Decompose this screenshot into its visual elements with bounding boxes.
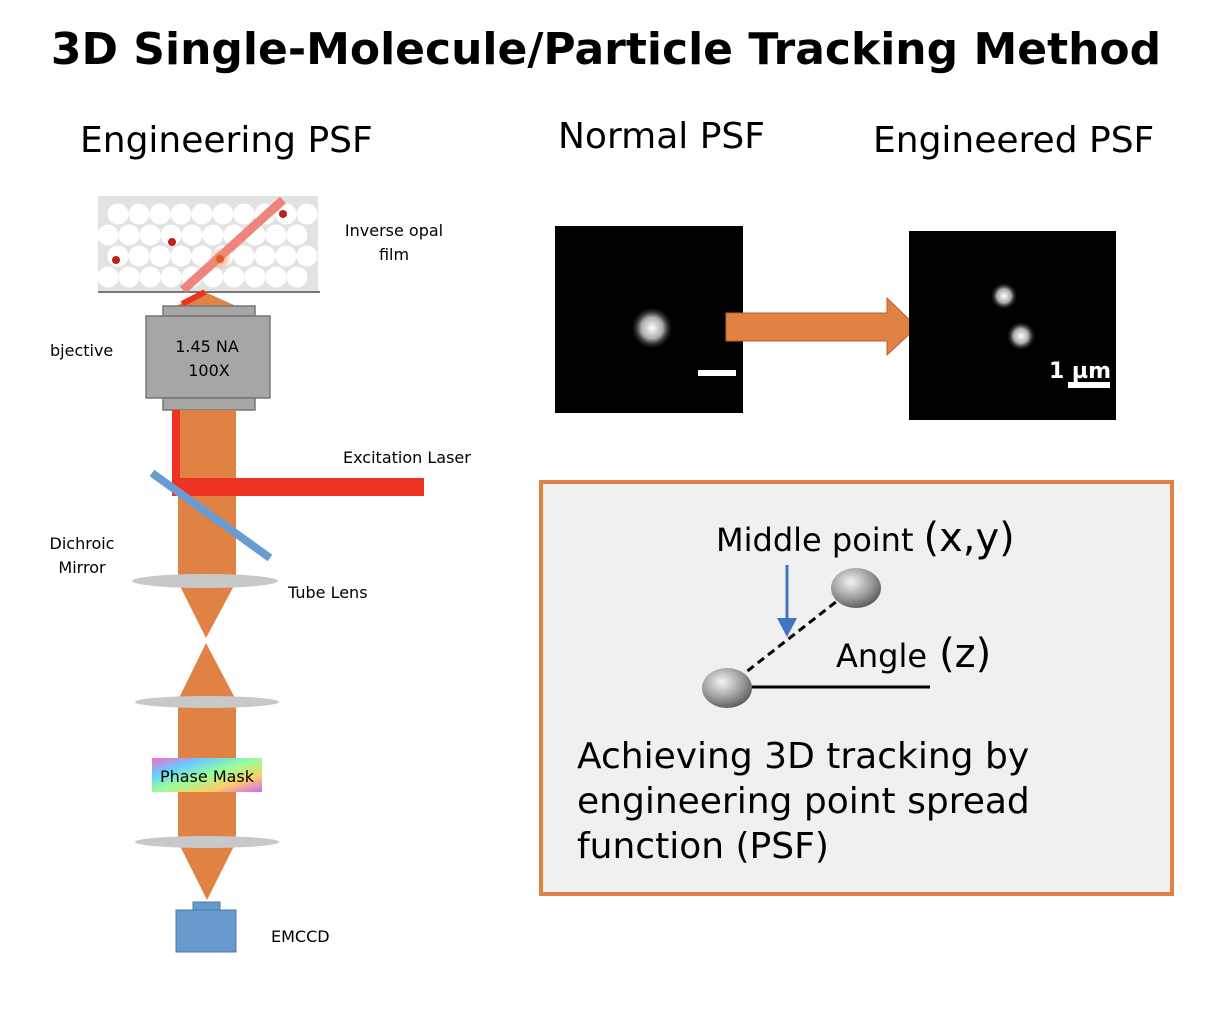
- opal-pore: [118, 224, 140, 246]
- phase-mask: [152, 758, 262, 792]
- engineered-psf-image: [909, 231, 1116, 420]
- objective-na: 1.45 NA: [175, 337, 239, 356]
- opal-pore: [97, 266, 119, 288]
- opal-pore: [97, 224, 119, 246]
- main-title: 3D Single-Molecule/Particle Tracking Met…: [51, 24, 1161, 75]
- opal-pore: [139, 266, 161, 288]
- opal-pore: [170, 245, 192, 267]
- focus-cone-1: [178, 582, 236, 638]
- opal-pore: [181, 224, 203, 246]
- engineering-psf-heading: Engineering PSF: [80, 120, 373, 161]
- opal-pore: [233, 203, 255, 225]
- sphere-bottom: [702, 668, 752, 708]
- opal-pore: [160, 266, 182, 288]
- opal-pore: [191, 245, 213, 267]
- opal-pore: [286, 224, 308, 246]
- opal-pore: [107, 203, 129, 225]
- caption-line-3: function (PSF): [577, 826, 829, 867]
- film-label: Inverse opal: [345, 221, 443, 240]
- opal-pore: [233, 245, 255, 267]
- opal-pore: [296, 245, 318, 267]
- opal-pore: [212, 203, 234, 225]
- tube-lens-label: Tube Lens: [287, 583, 368, 602]
- normal-psf-image: [555, 226, 743, 413]
- opal-pore: [139, 224, 161, 246]
- engineered-psf-heading: Engineered PSF: [873, 120, 1154, 161]
- opal-pore: [160, 224, 182, 246]
- dichroic-label: Dichroic: [50, 534, 115, 553]
- opal-pore: [275, 245, 297, 267]
- transform-arrow: [725, 296, 918, 357]
- opal-pore: [244, 266, 266, 288]
- caption-line-1: Achieving 3D tracking by: [577, 736, 1029, 777]
- focus-cone-2: [178, 842, 236, 900]
- relay-lens-1: [135, 696, 279, 708]
- opal-pore: [254, 245, 276, 267]
- emccd-camera: [175, 901, 237, 953]
- relay-lens-2: [135, 836, 279, 848]
- normal-psf-heading: Normal PSF: [558, 116, 765, 157]
- objective-mag: 100X: [188, 361, 230, 380]
- phase-mask-label: Phase Mask: [160, 767, 255, 786]
- opal-pore: [265, 224, 287, 246]
- caption-line-2: engineering point spread: [577, 781, 1030, 822]
- dichroic-label-2: Mirror: [58, 558, 106, 577]
- opal-pore: [191, 203, 213, 225]
- middle-point-arrowhead: [777, 618, 797, 637]
- middle-point-label: Middle point (x,y): [716, 515, 1015, 561]
- opal-pore: [149, 245, 171, 267]
- dichroic-mirror: [149, 469, 273, 562]
- opal-pore: [265, 266, 287, 288]
- tube-lens: [132, 574, 278, 588]
- opal-pore: [202, 224, 224, 246]
- angle-label: Angle (z): [836, 631, 991, 677]
- opal-pore: [149, 203, 171, 225]
- opal-pore: [286, 266, 308, 288]
- excitation-laser-vertical: [172, 410, 180, 496]
- laser-to-sample: [180, 289, 207, 307]
- sphere-top: [831, 568, 881, 608]
- dashed-axis: [726, 585, 856, 689]
- laser-label: Excitation Laser: [343, 448, 471, 467]
- excitation-laser-beam: [172, 478, 424, 496]
- inverse-opal-film: [97, 196, 320, 294]
- opal-pore: [128, 203, 150, 225]
- opal-pore: [118, 266, 140, 288]
- objective-lens: [145, 305, 271, 411]
- opal-pore: [223, 266, 245, 288]
- film-label-2: film: [379, 245, 409, 264]
- expand-cone: [178, 643, 236, 700]
- opal-pore: [170, 203, 192, 225]
- opal-pore: [296, 203, 318, 225]
- scale-bar-label: 1 µm: [1049, 359, 1111, 384]
- opal-pore: [128, 245, 150, 267]
- emccd-label: EMCCD: [271, 927, 330, 946]
- objective-label: bjective: [50, 341, 113, 360]
